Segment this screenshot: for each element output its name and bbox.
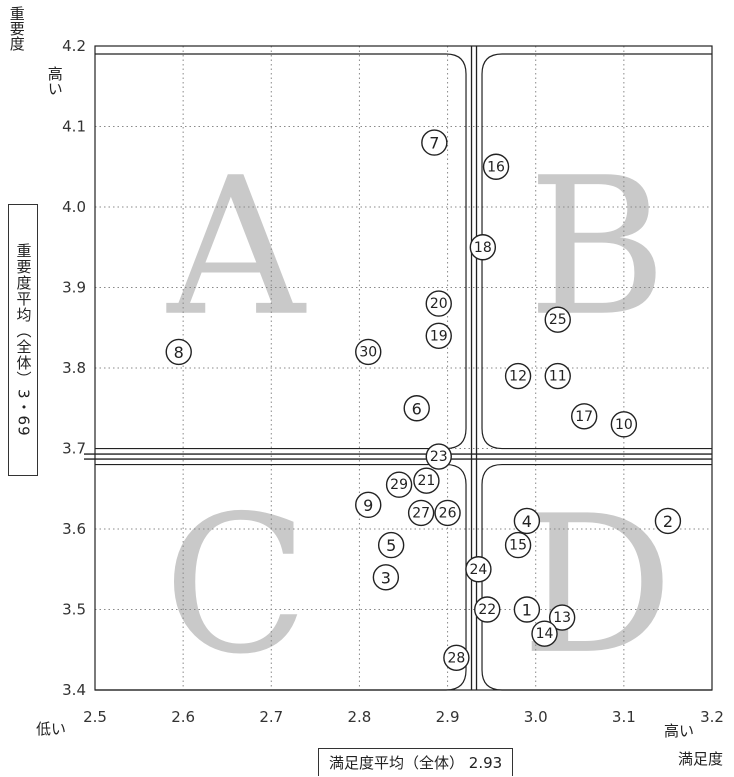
y-tick-label: 4.1	[62, 118, 86, 136]
data-point-label-17: 17	[575, 409, 593, 425]
data-point-19	[425, 322, 452, 349]
data-point-13	[548, 604, 576, 631]
x-average-label: 満足度平均（全体）	[329, 754, 465, 772]
data-point-24	[465, 556, 492, 583]
data-point-label-1: 1	[522, 601, 532, 620]
y-average-value: 3・69	[14, 389, 33, 437]
data-point-4	[513, 507, 541, 535]
data-point-17	[570, 403, 598, 430]
data-point-label-19: 19	[430, 328, 448, 344]
data-point-2	[654, 507, 682, 535]
y-tick-label: 3.7	[62, 440, 86, 458]
data-point-10	[610, 411, 638, 438]
data-point-label-28: 28	[447, 650, 465, 666]
data-point-9	[355, 491, 382, 519]
x-high-label: 高い	[664, 722, 695, 740]
data-point-23	[425, 443, 452, 470]
y-tick-label: 3.8	[62, 359, 86, 377]
data-point-label-9: 9	[363, 496, 373, 515]
data-point-label-8: 8	[174, 343, 184, 362]
y-high-label: 高い	[45, 66, 64, 96]
x-tick-label: 2.5	[83, 708, 107, 726]
data-point-6	[403, 395, 430, 422]
quadrant-letter-d: D	[521, 475, 673, 696]
y-tick-label: 4.2	[62, 37, 86, 55]
data-point-label-26: 26	[439, 505, 457, 521]
data-point-label-4: 4	[522, 512, 532, 531]
data-point-label-30: 30	[359, 344, 377, 360]
y-axis-title: 重要度	[7, 6, 26, 51]
data-point-25	[544, 306, 571, 333]
x-low-label: 低い	[36, 720, 67, 738]
data-point-label-15: 15	[509, 538, 527, 554]
data-point-28	[443, 644, 470, 671]
data-point-5	[377, 531, 405, 559]
data-point-label-29: 29	[390, 477, 408, 493]
x-tick-label: 2.7	[259, 708, 283, 726]
quadrant-letter-a: A	[165, 137, 307, 358]
data-point-label-25: 25	[549, 312, 567, 328]
data-point-label-12: 12	[509, 369, 527, 385]
data-point-label-16: 16	[487, 159, 505, 175]
x-tick-label: 2.9	[436, 708, 460, 726]
y-average-box: 重要度平均（全体） 3・69	[8, 204, 38, 476]
x-tick-label: 3.1	[612, 708, 636, 726]
data-point-label-3: 3	[381, 568, 391, 587]
data-point-20	[425, 290, 452, 317]
data-point-label-13: 13	[553, 610, 571, 626]
data-point-label-7: 7	[429, 134, 439, 153]
data-point-label-2: 2	[663, 512, 673, 531]
data-point-label-10: 10	[615, 417, 633, 433]
data-point-15	[504, 531, 532, 559]
data-point-8	[165, 338, 192, 366]
x-tick-label: 3.0	[524, 708, 548, 726]
data-point-18	[469, 234, 497, 261]
x-tick-label: 2.6	[171, 708, 195, 726]
quadrant-box-c	[95, 463, 467, 691]
data-point-7	[421, 129, 448, 156]
data-point-3	[372, 564, 400, 591]
x-average-box: 満足度平均（全体） 2.93	[318, 748, 514, 776]
data-point-label-22: 22	[478, 602, 496, 618]
data-point-14	[531, 620, 558, 647]
quadrant-letter-c: C	[163, 475, 308, 696]
data-point-label-27: 27	[412, 505, 430, 521]
data-point-30	[355, 338, 382, 366]
x-tick-label: 3.2	[700, 708, 724, 726]
x-average-value: 2.93	[468, 754, 503, 772]
data-point-label-23: 23	[430, 449, 448, 465]
data-point-label-18: 18	[474, 240, 492, 256]
data-point-label-21: 21	[418, 473, 436, 489]
data-point-27	[407, 499, 435, 527]
data-point-11	[544, 362, 571, 390]
data-point-1	[513, 596, 541, 623]
quadrant-box-a	[95, 53, 467, 450]
y-tick-label: 3.4	[62, 681, 86, 699]
y-tick-label: 3.9	[62, 279, 86, 297]
data-point-label-20: 20	[430, 296, 448, 312]
data-point-29	[385, 471, 413, 498]
data-point-16	[482, 153, 510, 180]
data-point-label-14: 14	[536, 626, 554, 642]
data-point-26	[434, 499, 461, 527]
data-point-22	[474, 596, 501, 623]
data-point-label-6: 6	[412, 399, 422, 418]
data-point-label-11: 11	[549, 369, 567, 385]
x-tick-label: 2.8	[347, 708, 371, 726]
data-point-label-5: 5	[386, 536, 396, 555]
data-point-label-24: 24	[470, 562, 488, 578]
y-tick-label: 4.0	[62, 198, 86, 216]
x-axis-title: 満足度	[678, 750, 724, 768]
y-tick-label: 3.6	[62, 520, 86, 538]
y-average-label: 重要度平均（全体）	[14, 243, 33, 388]
y-tick-label: 3.5	[62, 601, 86, 619]
data-point-21	[413, 467, 440, 494]
data-point-12	[504, 362, 532, 390]
